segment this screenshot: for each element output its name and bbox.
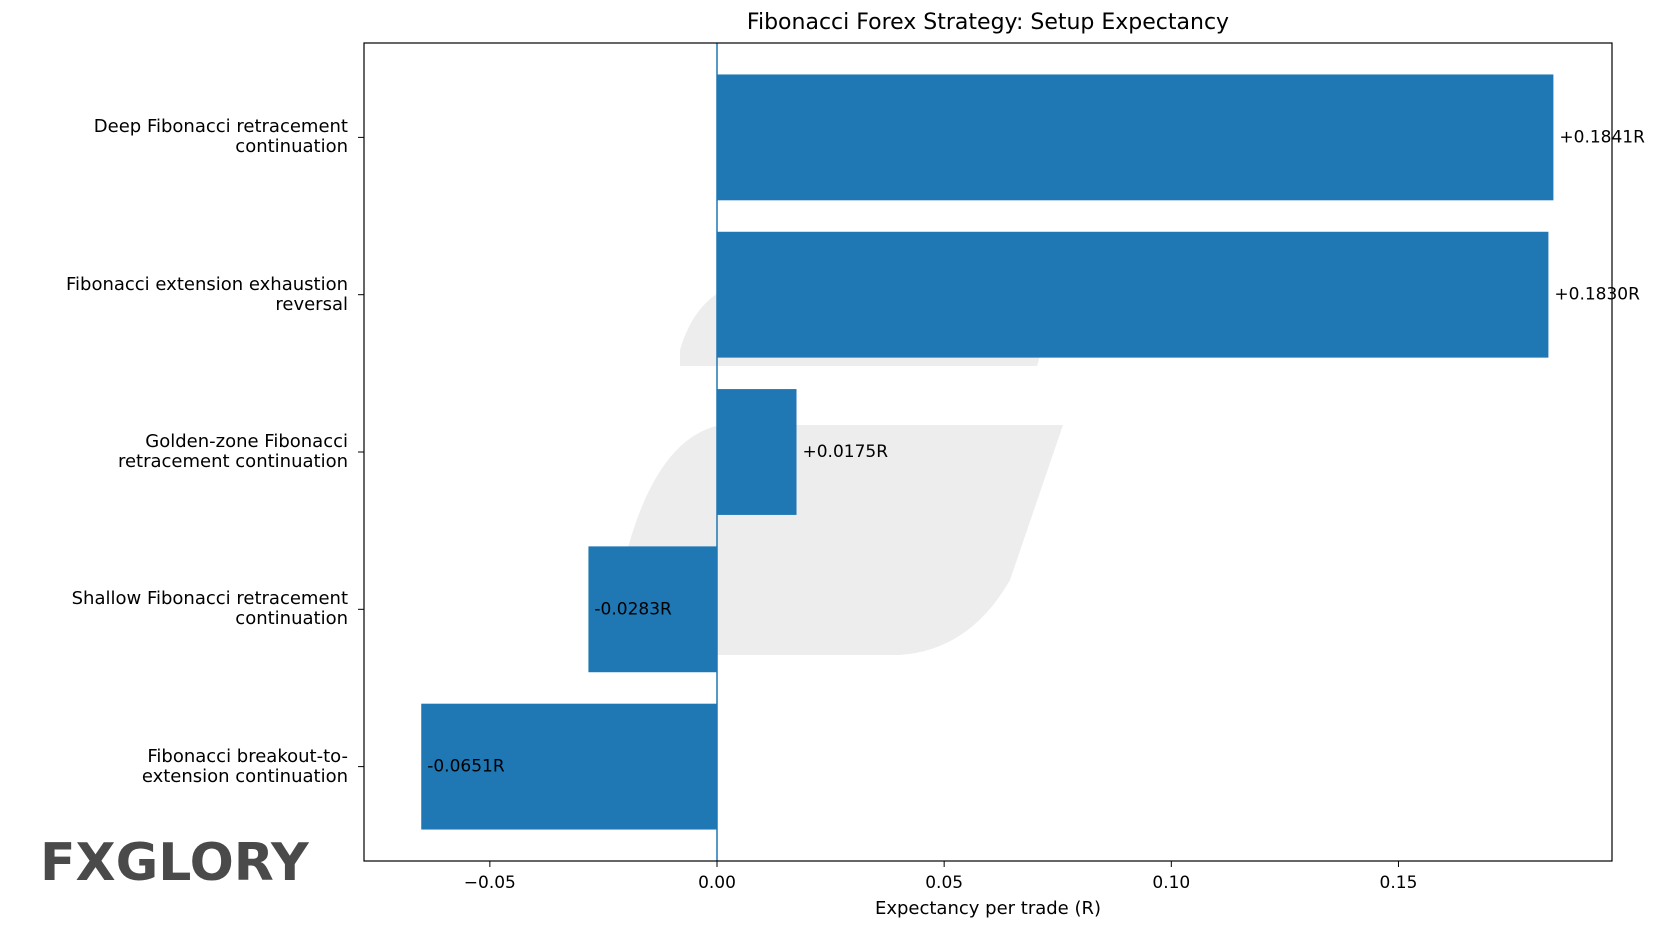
value-label: -0.0283R <box>594 599 672 619</box>
bar <box>588 546 718 673</box>
x-tick-label: 0.10 <box>1152 873 1190 893</box>
x-tick-label: 0.00 <box>698 873 736 893</box>
value-label: +0.1841R <box>1559 127 1645 147</box>
value-label: +0.0175R <box>803 442 889 462</box>
logo: FXGLORY <box>40 833 310 893</box>
y-tick-label: Golden-zone Fibonacci retracement contin… <box>117 431 348 472</box>
axes-frame <box>363 42 1613 862</box>
y-tick-label: Deep Fibonacci retracement continuation <box>93 116 348 158</box>
y-tick-label: Fibonacci extension exhaustion reversal <box>65 273 348 315</box>
x-axis-label: Expectancy per trade (R) <box>875 898 1101 919</box>
x-tick-label: 0.15 <box>1380 873 1418 893</box>
bar <box>421 703 718 830</box>
x-tick-label: −0.05 <box>464 873 516 893</box>
bar <box>717 389 797 515</box>
x-tick-label: 0.05 <box>925 873 963 893</box>
y-tick-label: Fibonacci breakout-to- extension continu… <box>141 745 348 787</box>
value-label: -0.0651R <box>427 757 505 777</box>
bar <box>717 231 1549 358</box>
chart-title: Fibonacci Forex Strategy: Setup Expectan… <box>747 10 1229 35</box>
bar <box>717 74 1554 201</box>
y-tick-label: Shallow Fibonacci retracement continuati… <box>71 588 348 630</box>
value-label: +0.1830R <box>1554 285 1640 305</box>
watermark-shape <box>615 278 1063 655</box>
